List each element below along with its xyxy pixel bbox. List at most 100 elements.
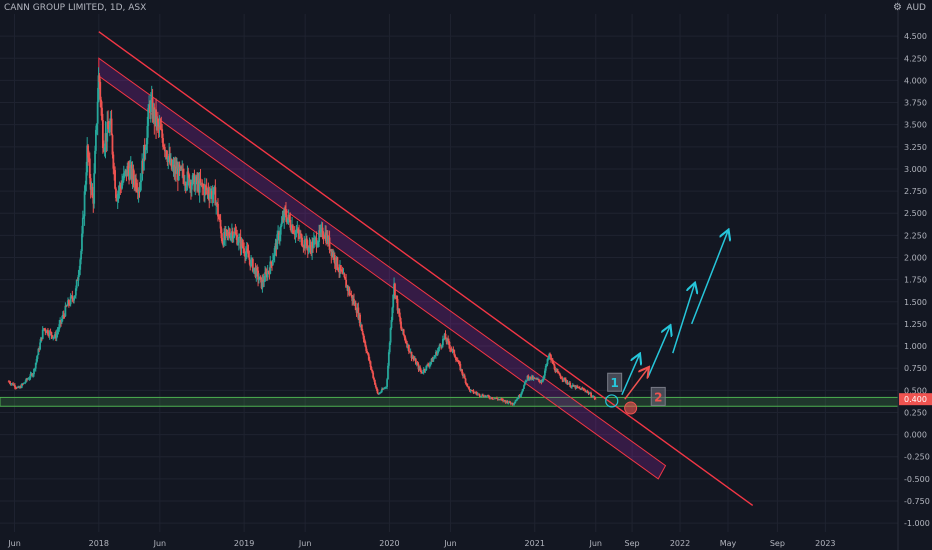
candle-body	[433, 357, 436, 359]
candle-body	[68, 304, 71, 305]
candle-body	[523, 381, 526, 386]
trendline	[98, 31, 754, 507]
candle-body	[520, 392, 523, 396]
y-tick-label: 1.250	[904, 320, 927, 329]
candle-body	[53, 336, 55, 338]
candle-body	[194, 182, 197, 191]
candle-body	[191, 175, 194, 184]
candle-body	[28, 377, 31, 379]
projection-arrow	[690, 231, 728, 325]
candle-body	[395, 295, 398, 299]
candle-body	[32, 374, 35, 376]
candle-body	[572, 384, 575, 387]
candle-body	[177, 164, 180, 181]
candle-body	[455, 357, 457, 361]
y-tick-label: 0.750	[904, 364, 927, 373]
candle-body	[312, 239, 315, 248]
candle-body	[333, 255, 336, 264]
candle-body	[61, 318, 63, 323]
candle-body	[156, 119, 158, 127]
candle-body	[509, 401, 511, 403]
candle-body	[127, 166, 130, 170]
candle-body	[548, 353, 551, 358]
candle-body	[187, 171, 190, 175]
candle-body	[379, 392, 382, 394]
scenario-box	[650, 386, 666, 406]
y-tick-label: 3.000	[904, 165, 927, 174]
candle-body	[209, 194, 212, 199]
candle-body	[348, 288, 351, 295]
candle-body	[95, 129, 97, 151]
candle-body	[373, 379, 376, 385]
x-tick-label: Jun	[7, 539, 21, 548]
candle-body	[387, 365, 389, 380]
candle-body	[218, 218, 221, 220]
candle-body	[362, 334, 365, 339]
candle-body	[533, 377, 536, 379]
candle-body	[36, 355, 39, 359]
y-tick-label: 2.250	[904, 231, 927, 240]
candle-body	[178, 164, 181, 169]
candle-body	[27, 378, 30, 380]
candle-body	[560, 377, 563, 379]
candle-body	[106, 122, 109, 142]
candle-body	[188, 174, 191, 187]
candle-body	[490, 397, 493, 399]
candle-body	[480, 396, 483, 397]
candle-body	[285, 209, 287, 218]
candle-body	[557, 372, 560, 374]
candle-body	[135, 188, 138, 190]
candle-body	[374, 384, 377, 388]
candle-body	[456, 360, 459, 362]
gear-icon[interactable]: ⚙	[893, 2, 902, 13]
candle-body	[343, 273, 346, 278]
candle-body	[553, 364, 556, 370]
candle-body	[89, 178, 92, 190]
candle-body	[444, 333, 447, 340]
candle-body	[233, 231, 236, 237]
candle-body	[226, 230, 229, 233]
candle-body	[399, 316, 402, 322]
candle-body	[559, 375, 562, 378]
candle-body	[247, 251, 250, 258]
candle-body	[514, 401, 517, 404]
candle-body	[578, 387, 580, 388]
candle-body	[137, 189, 140, 193]
candle-body	[49, 331, 52, 333]
candle-body	[419, 367, 422, 371]
candle-body	[436, 350, 439, 355]
candle-body	[386, 379, 388, 387]
candle-body	[478, 393, 481, 397]
candle-body	[132, 168, 135, 179]
x-tick-label: Jun	[153, 539, 167, 548]
candle-body	[316, 245, 319, 247]
candle-body	[299, 234, 301, 237]
candle-body	[522, 388, 525, 391]
candle-body	[345, 279, 348, 288]
candle-body	[432, 358, 435, 362]
candle-body	[307, 247, 310, 251]
candle-body	[78, 269, 81, 276]
candle-body	[15, 387, 18, 389]
y-tick-label: -0.250	[904, 453, 930, 462]
candle-body	[75, 279, 78, 289]
candle-body	[402, 329, 405, 335]
candle-body	[425, 365, 428, 371]
candle-body	[378, 393, 381, 395]
candle-body	[276, 234, 279, 250]
candle-body	[280, 222, 283, 227]
y-tick-label: -0.500	[904, 475, 930, 484]
candle-body	[112, 154, 115, 169]
candle-body	[340, 270, 343, 272]
y-tick-label: 2.750	[904, 187, 927, 196]
candle-body	[286, 218, 289, 223]
candle-body	[284, 209, 286, 210]
candle-body	[241, 240, 244, 247]
candle-body	[371, 369, 374, 373]
candle-body	[546, 358, 549, 365]
currency-label: AUD	[906, 3, 926, 13]
candle-body	[234, 231, 237, 234]
candle-body	[357, 307, 360, 319]
candle-body	[88, 157, 90, 159]
